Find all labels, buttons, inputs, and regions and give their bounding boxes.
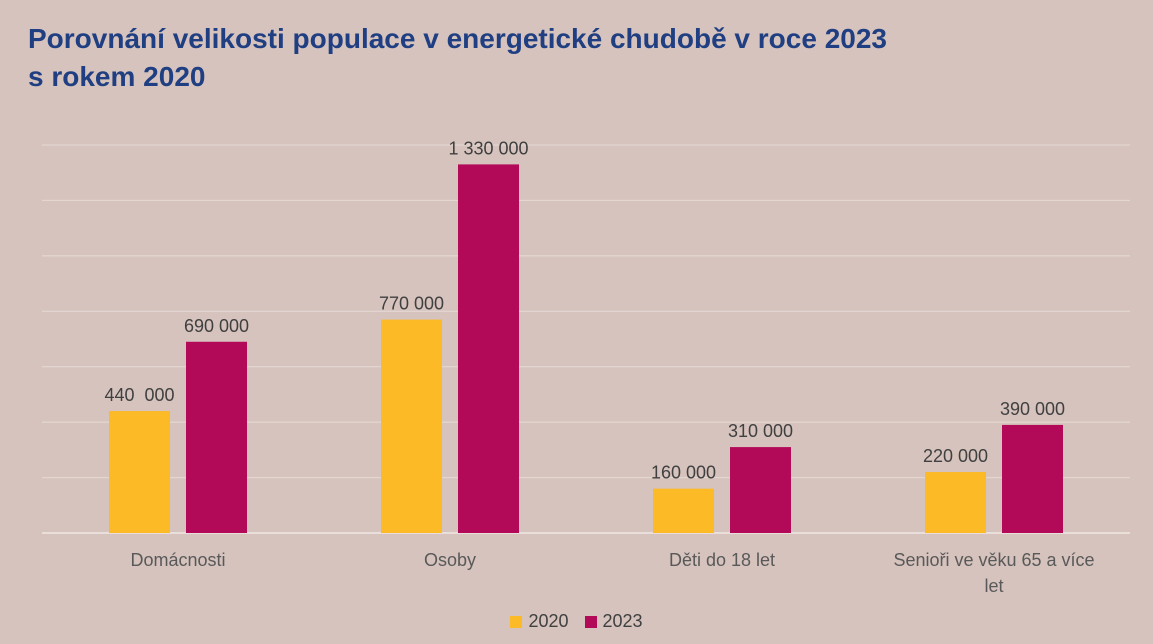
category-label-0: Domácnosti <box>130 550 225 570</box>
data-label-2023-3: 390 000 <box>1000 399 1065 419</box>
category-label-1: Osoby <box>424 550 476 570</box>
data-label-2023-1: 1 330 000 <box>448 138 528 158</box>
chart-title: Porovnání velikosti populace v energetic… <box>28 20 887 96</box>
bar-2020-2 <box>653 488 714 533</box>
legend-item-2023: 2023 <box>584 611 643 632</box>
data-label-2023-0: 690 000 <box>184 316 249 336</box>
bar-2023-2 <box>730 447 791 533</box>
data-label-2020-3: 220 000 <box>923 446 988 466</box>
category-label-2: Děti do 18 let <box>669 550 775 570</box>
bar-chart: 440 000 690 000 Domácnosti 770 000 1 330 000… <box>42 138 1130 596</box>
bar-2023-1 <box>458 164 519 533</box>
chart-title-line-1: Porovnání velikosti populace v energetic… <box>28 23 887 54</box>
data-label-2020-0: 440 000 <box>104 385 174 405</box>
legend: 2020 2023 <box>0 611 1153 632</box>
legend-swatch-2020 <box>510 615 523 628</box>
chart-title-line-2: s rokem 2020 <box>28 61 206 92</box>
bar-2023-3 <box>1002 424 1063 533</box>
bar-2020-3 <box>925 472 986 533</box>
data-label-2023-2: 310 000 <box>728 421 793 441</box>
legend-label-2020: 2020 <box>528 611 569 631</box>
bar-2020-0 <box>109 411 170 533</box>
data-label-2020-1: 770 000 <box>379 294 444 314</box>
data-label-2020-2: 160 000 <box>651 463 716 483</box>
legend-item-2020: 2020 <box>510 611 569 632</box>
legend-label-2023: 2023 <box>602 611 643 631</box>
bar-2020-1 <box>381 319 442 533</box>
category-label-3: Senioři ve věku 65 a více let <box>893 550 1094 596</box>
legend-swatch-2023 <box>584 615 597 628</box>
bar-2023-0 <box>186 341 247 533</box>
